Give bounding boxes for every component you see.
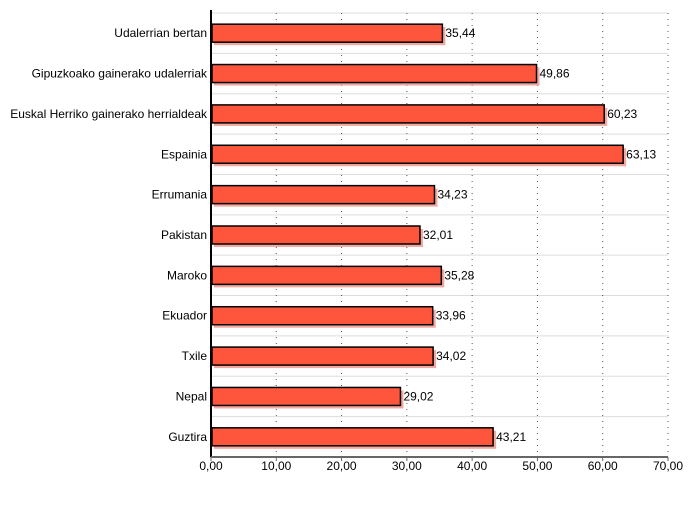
bar <box>211 225 421 245</box>
value-label: 49,86 <box>540 67 570 81</box>
bar <box>211 305 434 326</box>
bar <box>211 23 444 43</box>
category-label: Udalerrian bertan <box>114 26 207 40</box>
bar <box>211 184 436 205</box>
category-label: Gipuzkoako gainerako udalerriak <box>32 67 208 81</box>
category-label: Ekuador <box>162 309 207 323</box>
value-label: 32,01 <box>423 228 453 242</box>
value-label: 33,96 <box>436 309 466 323</box>
value-label: 34,23 <box>437 188 467 202</box>
bar <box>211 63 538 84</box>
value-label: 43,21 <box>496 430 526 444</box>
x-tick-label: 50,00 <box>522 459 552 473</box>
value-label: 35,28 <box>444 268 474 282</box>
bar <box>211 265 443 286</box>
x-tick-label: 30,00 <box>392 459 422 473</box>
category-label: Espainia <box>161 147 207 161</box>
x-tick-label: 70,00 <box>653 459 683 473</box>
value-label: 34,02 <box>436 349 466 363</box>
bar <box>211 104 605 124</box>
category-label: Pakistan <box>161 228 207 242</box>
x-tick-label: 0,00 <box>199 459 223 473</box>
value-label: 35,44 <box>445 26 475 40</box>
value-label: 29,02 <box>403 389 433 403</box>
category-label: Txile <box>182 349 208 363</box>
bar <box>211 144 624 165</box>
category-label: Errumania <box>152 188 208 202</box>
bar <box>211 346 434 366</box>
category-label: Nepal <box>176 389 207 403</box>
category-label: Maroko <box>167 268 207 282</box>
value-label: 60,23 <box>607 107 637 121</box>
x-tick-label: 20,00 <box>327 459 357 473</box>
category-label: Euskal Herriko gainerako herrialdeak <box>10 107 208 121</box>
bar <box>211 386 402 407</box>
x-tick-label: 10,00 <box>261 459 291 473</box>
bar <box>211 427 494 447</box>
x-tick-label: 60,00 <box>588 459 618 473</box>
x-tick-label: 40,00 <box>457 459 487 473</box>
value-label: 63,13 <box>626 147 656 161</box>
category-label: Guztira <box>168 430 207 444</box>
